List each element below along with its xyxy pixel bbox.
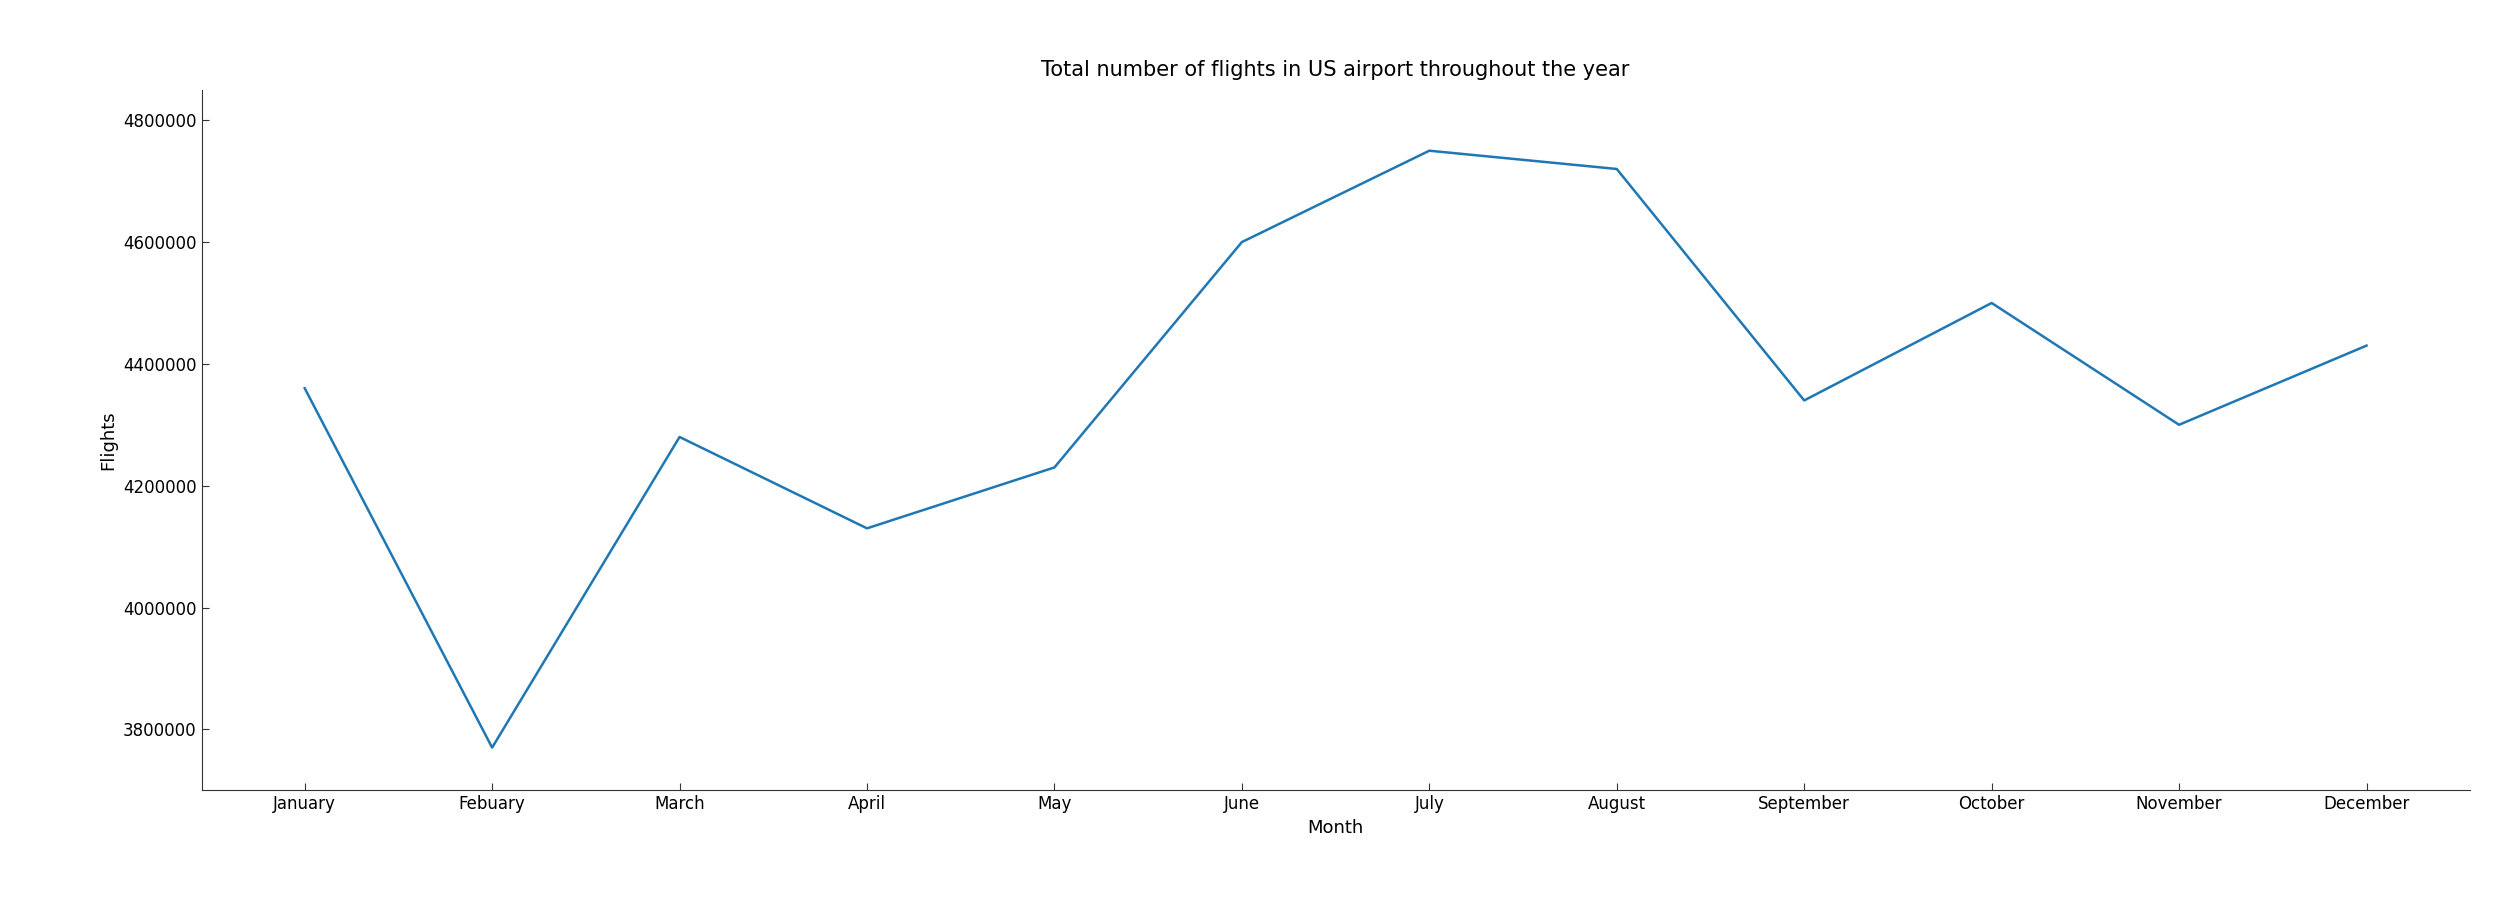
X-axis label: Month: Month [1308, 819, 1363, 837]
Y-axis label: Flights: Flights [101, 410, 118, 470]
Title: Total number of flights in US airport throughout the year: Total number of flights in US airport th… [1041, 60, 1630, 80]
